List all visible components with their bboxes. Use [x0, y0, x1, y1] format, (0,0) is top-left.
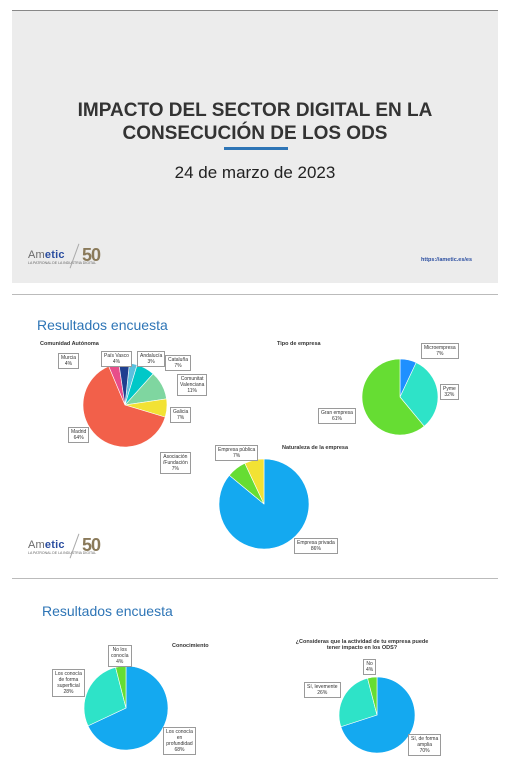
data-label-4-2: No 4% — [363, 659, 377, 675]
logo-tagline: LA PATRONAL DE LA INDUSTRIA DIGITAL — [28, 551, 97, 555]
pie-chart-2 — [218, 458, 310, 550]
title-underline — [224, 147, 288, 150]
pie-slice-3-1 — [83, 666, 127, 727]
data-label-3-2: No los conocía 4% — [108, 645, 132, 667]
chart-title-impacto: ¿Consideras que la actividad de tu empre… — [295, 639, 429, 651]
logo-text-b: etic — [44, 249, 65, 261]
chart-title-comunidad: Comunidad Autónoma — [40, 341, 99, 347]
logo-text: Ametic — [28, 249, 96, 261]
data-label-3-0: Los conocía en profundidad 68% — [163, 727, 196, 755]
data-label-0-2: Comunitat Valenciana 11% — [177, 374, 208, 396]
logo-tagline: LA PATRONAL DE LA INDUSTRIA DIGITAL — [28, 261, 97, 265]
pie-slice-4-2 — [367, 676, 378, 716]
chart-title-conocimiento: Conocimiento — [172, 643, 209, 649]
presentation-date: 24 de marzo de 2023 — [174, 163, 336, 182]
data-label-0-0: Andalucía 3% — [137, 351, 166, 367]
pie-chart-4 — [338, 676, 416, 754]
data-label-3-1: Los conocía de forma superficial 28% — [52, 669, 85, 697]
title-slide: IMPACTO DEL SECTOR DIGITAL EN LA CONSECU… — [12, 10, 498, 283]
pie-slice-4-0 — [340, 676, 416, 754]
data-label-0-1: Cataluña 7% — [165, 355, 192, 371]
data-label-4-1: Sí, levemente 26% — [304, 682, 341, 698]
data-label-1-0: Microempresa 7% — [421, 343, 459, 359]
chart-title-naturaleza: Naturaleza de la empresa — [282, 445, 349, 451]
title-line-2: CONSECUCIÓN DE LOS ODS — [122, 123, 388, 144]
data-label-4-0: Sí, de forma amplia 70% — [408, 734, 442, 756]
anniversary-mark: 50 — [82, 245, 101, 265]
data-label-0-3: Galicia 7% — [170, 407, 192, 423]
website-link[interactable]: https://ametic.es/es — [421, 257, 473, 263]
data-label-2-0: Empresa privada 86% — [294, 538, 338, 554]
pie-slice-1-2 — [361, 358, 425, 436]
data-label-0-4: Madrid 64% — [68, 427, 90, 443]
data-label-1-1: Pyme 32% — [440, 384, 459, 400]
chart-title-tipo: Tipo de empresa — [277, 341, 321, 347]
logo-text-b: etic — [44, 539, 65, 551]
presentation-title: IMPACTO DEL SECTOR DIGITAL EN LA CONSECU… — [12, 99, 498, 145]
pie-slice-1-1 — [399, 362, 439, 427]
pie-chart-1 — [361, 358, 439, 436]
ametic-logo: Ametic LA PATRONAL DE LA INDUSTRIA DIGIT… — [28, 243, 101, 269]
ametic-logo: Ametic LA PATRONAL DE LA INDUSTRIA DIGIT… — [28, 533, 101, 559]
pie-chart-0 — [82, 362, 168, 448]
pie-slice-4-1 — [338, 677, 378, 728]
title-line-1: IMPACTO DEL SECTOR DIGITAL EN LA — [77, 100, 433, 121]
data-label-1-2: Gran empresa 61% — [318, 408, 356, 424]
data-label-2-2: Empresa pública 7% — [215, 445, 259, 461]
pie-slice-0-4 — [82, 365, 166, 448]
logo-text: Ametic — [28, 539, 96, 551]
logo-text-a: Am — [28, 249, 45, 261]
logo-text-a: Am — [28, 539, 45, 551]
slide-heading: Resultados encuesta — [42, 603, 173, 619]
anniversary-mark: 50 — [82, 535, 101, 555]
data-label-0-6: País Vasco 4% — [101, 351, 132, 367]
data-label-2-1: Asociación/Fundación 7% — [160, 452, 191, 474]
slide-heading: Resultados encuesta — [37, 317, 168, 333]
pie-slice-3-0 — [87, 665, 169, 751]
data-label-0-5: Murcia 4% — [58, 353, 80, 369]
pie-chart-3 — [83, 665, 169, 751]
